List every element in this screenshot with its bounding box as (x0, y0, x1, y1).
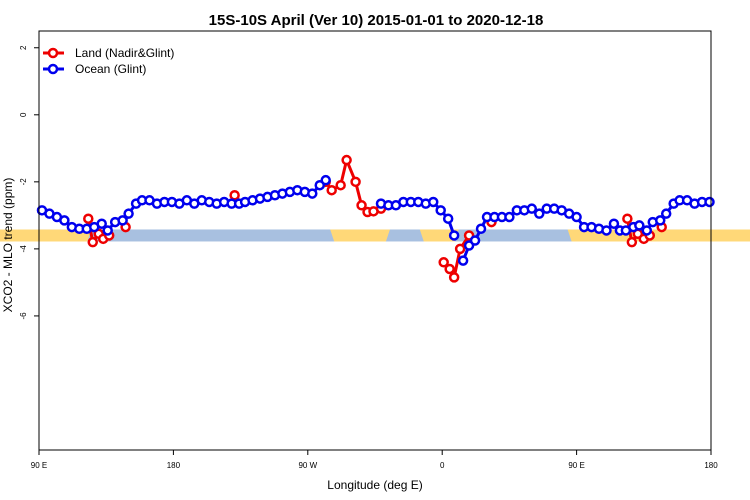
series-1-point-2-25 (634, 220, 645, 231)
series-0-point-2-0 (229, 189, 240, 201)
series-0-point-3-2 (335, 179, 346, 191)
series-1-point-0-8 (96, 218, 107, 229)
x-tick-label-3: 0 (440, 461, 445, 470)
series-1-point-2-35 (704, 196, 715, 208)
series-0-point-3-4 (350, 176, 361, 188)
land-mask-segment-0 (330, 229, 390, 242)
series-1-point-1-7 (427, 196, 439, 208)
series-1-point-2-26 (641, 225, 653, 236)
y-tick-label-1: 0 (19, 112, 28, 117)
land-mask-segment-1 (419, 229, 459, 242)
series-0-point-4-3 (454, 243, 466, 255)
y-tick-label-0: 2 (19, 45, 28, 50)
x-tick-label-2: 90 W (298, 461, 317, 470)
series-1-point-2-7 (504, 211, 515, 223)
series-1-point-0-12 (123, 208, 134, 219)
x-axis-label: Longitude (deg E) (327, 478, 422, 492)
series-0-point-4-1 (444, 263, 455, 275)
series-1-point-2-0 (457, 255, 469, 266)
land-mask-segment-3 (0, 229, 92, 242)
legend-ocean-marker (47, 63, 59, 75)
x-tick-label-5: 180 (704, 461, 718, 470)
series-1-point-0-3 (59, 215, 70, 226)
series-1-point-2-16 (571, 211, 582, 223)
series-1-point-0-9 (102, 225, 113, 236)
legend-land-label: Land (Nadir&Glint) (75, 46, 174, 60)
x-tick-label-4: 90 E (568, 461, 584, 470)
series-0-point-4-0 (438, 257, 449, 268)
series-0-point-0-0 (83, 213, 94, 224)
x-tick-label-1: 180 (167, 461, 181, 470)
y-tick-label-2: -2 (19, 178, 28, 186)
series-1-point-1-8 (435, 205, 446, 216)
series-1-point-2-11 (534, 208, 545, 219)
series-0-point-6-0 (622, 213, 633, 224)
series-0-point-6-1 (626, 236, 638, 248)
y-axis-label: XCO2 - MLO trend (ppm) (1, 178, 15, 313)
series-1-point-0-11 (117, 215, 128, 226)
series-1-point-0-37 (307, 188, 318, 199)
series-0-point-0-1 (87, 236, 99, 248)
legend: Land (Nadir&Glint) Ocean (Glint) (43, 46, 174, 76)
series-1-point-2-28 (654, 215, 666, 226)
series-0-point-3-5 (356, 200, 367, 211)
plot-area (0, 154, 750, 283)
series-0-point-3-1 (326, 184, 337, 196)
series-1-point-2-20 (601, 225, 612, 236)
series-0-point-4-2 (448, 272, 460, 283)
series-1-point-2-2 (469, 235, 481, 246)
y-tick-label-3: -4 (19, 245, 28, 253)
series-1-point-1-10 (448, 230, 460, 241)
series-0-point-3-3 (341, 154, 352, 166)
land-mask-segment-2 (567, 229, 750, 242)
legend-land-marker (47, 47, 59, 59)
series-1-point-0-39 (320, 174, 331, 186)
series-1-point-2-3 (475, 223, 487, 235)
chart-title: 15S-10S April (Ver 10) 2015-01-01 to 202… (209, 12, 544, 29)
series-1 (36, 174, 715, 266)
series-1-point-2-10 (526, 203, 538, 214)
y-axis: 2 0 -2 -4 -6 (19, 45, 39, 319)
x-tick-label-0: 90 E (31, 461, 47, 470)
series-1-point-2-21 (608, 218, 620, 229)
x-axis: 90 E 180 90 W 0 90 E 180 (31, 450, 718, 470)
plot-frame (38, 30, 712, 451)
series-1-point-2-29 (660, 208, 672, 219)
legend-ocean-label: Ocean (Glint) (75, 62, 146, 76)
series-1-point-1-9 (442, 213, 454, 224)
y-tick-label-4: -6 (19, 312, 28, 320)
